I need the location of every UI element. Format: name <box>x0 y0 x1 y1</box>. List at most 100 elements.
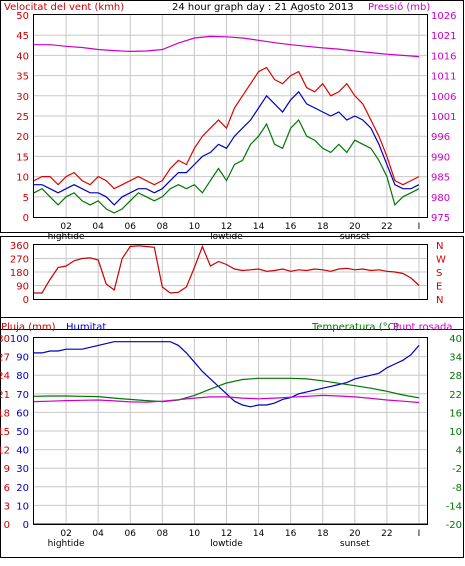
temperature-y-tick: 28 <box>449 371 462 382</box>
x-tick-label: 22 <box>381 222 392 232</box>
pressure-y-tick: 985 <box>431 173 450 184</box>
rain-y-tick: 24 <box>0 371 10 382</box>
rain-y-tick: 12 <box>0 446 10 457</box>
wind-y-tick: 25 <box>16 112 29 123</box>
wind-y-tick: 15 <box>16 152 29 163</box>
humidity-y-tick: 100 <box>10 334 29 345</box>
x-tick-label: 18 <box>317 529 329 539</box>
wind-y-tick: 5 <box>23 193 29 204</box>
x-tick-label: 04 <box>92 529 104 539</box>
chart-title: 24 hour graph day : 21 Agosto 2013 <box>172 2 354 13</box>
compass-letter: W <box>436 255 446 266</box>
direction-y-tick: 360 <box>10 241 29 252</box>
pressure-y-tick: 975 <box>431 213 450 224</box>
wind-y-tick: 40 <box>16 51 29 62</box>
x-tick-label: 16 <box>285 222 297 232</box>
temperature-y-tick: -14 <box>446 501 462 512</box>
temperature-axis-label: Temperatura (°C) <box>311 322 399 333</box>
rain-y-tick: 9 <box>4 464 10 475</box>
wind-axis-label: Velocitat del vent (kmh) <box>4 2 124 13</box>
pressure-y-tick: 980 <box>431 193 450 204</box>
humidity-y-tick: 60 <box>16 408 29 419</box>
x-tick-label: 20 <box>349 529 361 539</box>
humidity-axis-label: Humitat <box>66 322 106 333</box>
wind-plot-area <box>33 14 428 218</box>
pressure-line <box>34 35 420 58</box>
pressure-y-tick: 996 <box>431 132 450 143</box>
pressure-y-tick: 1021 <box>431 31 456 42</box>
compass-letter: N <box>436 295 443 306</box>
x-tick-sublabel: sunset <box>340 539 370 549</box>
direction-plot-area <box>33 244 428 300</box>
x-tick-label: 10 <box>189 529 201 539</box>
pressure-y-tick: 1026 <box>431 11 456 22</box>
gust-line <box>33 66 420 190</box>
x-tick-label: 02 <box>60 222 71 232</box>
x-tick-label: 18 <box>317 222 329 232</box>
direction-y-tick: 90 <box>16 282 29 293</box>
compass-letter: N <box>436 241 443 252</box>
dewpoint-axis-label: Punt rosada <box>393 322 452 333</box>
x-tick-label: 06 <box>125 222 137 232</box>
x-tick-label: 22 <box>381 529 392 539</box>
temperature-y-tick: 22 <box>449 390 462 401</box>
wind-y-tick: 0 <box>23 213 29 224</box>
wind-chart-series <box>33 35 420 214</box>
humidity-y-tick: 90 <box>16 353 29 364</box>
rain-axis-label: Pluja (mm) <box>1 322 56 333</box>
rain-y-tick: 21 <box>0 390 10 401</box>
x-tick-label: 08 <box>157 222 169 232</box>
x-tick-label: I <box>418 529 421 539</box>
rain-y-tick: 18 <box>0 408 10 419</box>
x-tick-sublabel: hightide <box>48 539 85 549</box>
direction-chart-series <box>34 244 420 294</box>
x-tick-label: 10 <box>189 222 201 232</box>
rain-y-tick: 3 <box>4 501 10 512</box>
humidity-y-tick: 80 <box>16 371 29 382</box>
rain-y-tick: 0 <box>4 520 10 531</box>
humidity-y-tick: 30 <box>16 464 29 475</box>
x-tick-label: 12 <box>221 222 232 232</box>
wind-y-tick: 50 <box>16 11 29 22</box>
x-tick-label: 06 <box>125 529 137 539</box>
direction-y-tick: 0 <box>23 295 29 306</box>
rain-y-tick: 15 <box>0 427 10 438</box>
rain-y-tick: 27 <box>0 353 10 364</box>
x-tick-label: 04 <box>92 222 104 232</box>
wind-y-tick: 35 <box>16 72 29 83</box>
wind-y-tick: 10 <box>16 173 29 184</box>
x-tick-label: 14 <box>253 222 265 232</box>
dewpoint-line <box>33 394 420 404</box>
temp-humidity-panel-border <box>0 317 464 558</box>
humidity-line <box>34 341 420 408</box>
pressure-y-tick: 990 <box>431 152 450 163</box>
x-tick-sublabel: lowtide <box>210 232 243 242</box>
humidity-y-tick: 10 <box>16 501 29 512</box>
humidity-y-tick: 40 <box>16 446 29 457</box>
x-tick-label: 20 <box>349 222 361 232</box>
pressure-y-tick: 1011 <box>431 72 456 83</box>
x-tick-sublabel: sunset <box>340 232 370 242</box>
direction-line <box>34 244 420 294</box>
temperature-y-tick: 4 <box>456 446 462 457</box>
rain-y-tick: 6 <box>4 483 10 494</box>
pressure-y-tick: 1016 <box>431 51 456 62</box>
x-tick-label: 02 <box>60 529 71 539</box>
pressure-y-tick: 1001 <box>431 112 456 123</box>
wind-pressure-panel-border <box>0 0 464 233</box>
compass-letter: S <box>436 268 442 279</box>
humidity-y-tick: 70 <box>16 390 29 401</box>
temp-chart-grid <box>34 338 427 524</box>
avgwind-line <box>34 90 420 206</box>
humidity-y-tick: 0 <box>23 520 29 531</box>
direction-y-tick: 270 <box>10 255 29 266</box>
temperature-y-tick: 40 <box>449 334 462 345</box>
x-tick-sublabel: hightide <box>48 232 85 242</box>
compass-letter: E <box>436 282 442 293</box>
x-tick-label: 16 <box>285 529 297 539</box>
x-tick-label: 14 <box>253 529 265 539</box>
humidity-y-tick: 20 <box>16 483 29 494</box>
